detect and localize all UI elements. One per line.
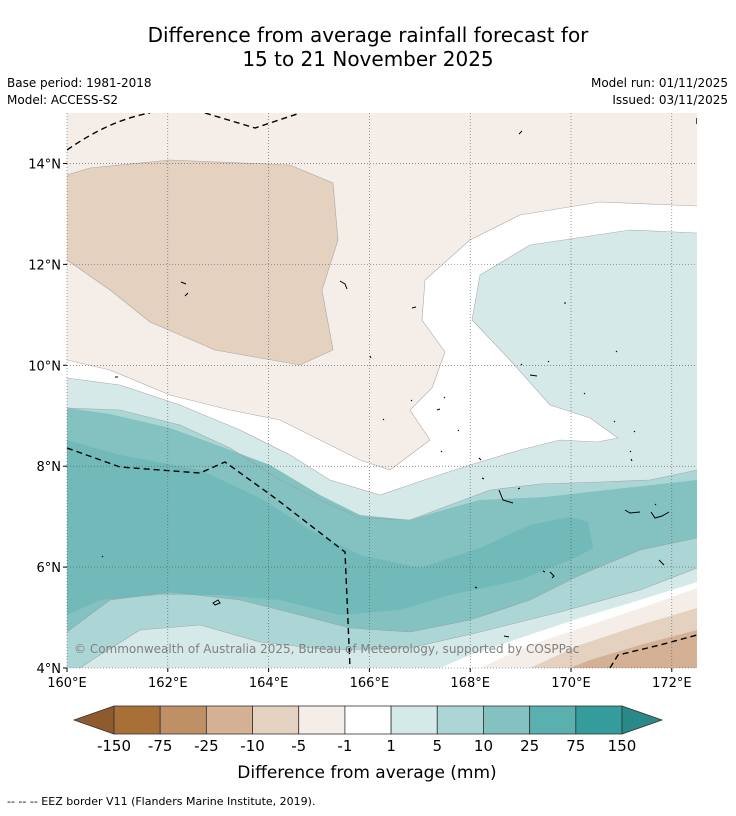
copyright-notice: © Commonwealth of Australia 2025, Bureau…	[74, 642, 579, 656]
colorbar-label: 5	[432, 737, 442, 755]
colorbar-swatch	[436, 705, 484, 735]
band-25-to-75	[67, 440, 593, 615]
title-line-2: 15 to 21 November 2025	[242, 47, 494, 71]
issued-date: Issued: 03/11/2025	[612, 93, 728, 107]
x-tick-label: 168°E	[450, 676, 490, 691]
colorbar-label: 75	[566, 737, 585, 755]
band-minus25-to-minus10-south	[570, 630, 697, 668]
latitude-ticks: 4°N 6°N 8°N 10°N 12°N 14°N	[28, 157, 67, 677]
y-tick-label: 12°N	[28, 258, 61, 273]
x-tick-label: 166°E	[350, 676, 390, 691]
colorbar-label: 1	[386, 737, 396, 755]
base-period: Base period: 1981-2018	[7, 76, 152, 90]
y-tick-label: 4°N	[37, 662, 62, 677]
colorbar-swatch	[252, 705, 300, 735]
colorbar-swatch	[390, 705, 438, 735]
y-tick-label: 14°N	[28, 157, 61, 172]
colorbar-low-arrow	[72, 705, 115, 735]
colorbar-caption: Difference from average (mm)	[237, 763, 496, 783]
x-tick-label: 160°E	[47, 676, 87, 691]
colorbar-swatch	[159, 705, 207, 735]
y-tick-label: 10°N	[28, 359, 61, 374]
island-outlines	[101, 130, 670, 638]
model-run: Model run: 01/11/2025	[590, 76, 728, 90]
title-line-1: Difference from average rainfall forecas…	[147, 23, 589, 47]
colorbar-label: 25	[520, 737, 539, 755]
forecast-map-figure: 160°E 162°E 164°E 166°E 168°E 170°E 172°E 4°N 6…	[28, 113, 697, 783]
footnote-eez-source: -- -- -- EEZ border V11 (Flanders Marine…	[7, 795, 316, 808]
band-10-to-25	[67, 408, 697, 632]
colorbar-swatch	[298, 705, 346, 735]
x-tick-label: 164°E	[249, 676, 289, 691]
graticule-gridlines	[66, 113, 697, 669]
x-tick-label: 172°E	[652, 676, 692, 691]
x-tick-label: 170°E	[551, 676, 591, 691]
colorbar-swatch	[344, 705, 392, 735]
eez-border-dashed	[67, 113, 697, 668]
rainfall-anomaly-field	[67, 113, 697, 668]
colorbar-label: -10	[240, 737, 265, 755]
colorbar-swatch	[575, 705, 623, 735]
colorbar-swatch	[205, 705, 253, 735]
colorbar-label: 150	[608, 737, 637, 755]
y-tick-label: 6°N	[37, 561, 62, 576]
colorbar-label: -150	[97, 737, 131, 755]
colorbar-swatch	[529, 705, 577, 735]
model-name: Model: ACCESS-S2	[7, 93, 119, 107]
colorbar-label: -5	[291, 737, 306, 755]
y-tick-label: 8°N	[37, 460, 62, 475]
colorbar-label: 10	[474, 737, 493, 755]
colorbar-legend: -150 -75 -25 -10 -5 -1 1 5 10 25 75 150	[72, 705, 664, 755]
colorbar-swatch	[113, 705, 161, 735]
band-minus10-to-minus5	[67, 160, 338, 365]
colorbar-label: -25	[194, 737, 219, 755]
colorbar-swatch	[483, 705, 531, 735]
contour-lines	[67, 159, 697, 668]
colorbar-label: -1	[337, 737, 352, 755]
x-tick-label: 162°E	[148, 676, 188, 691]
colorbar-label: -75	[148, 737, 173, 755]
longitude-ticks: 160°E 162°E 164°E 166°E 168°E 170°E 172°E	[47, 668, 692, 691]
colorbar-high-arrow	[621, 705, 664, 735]
